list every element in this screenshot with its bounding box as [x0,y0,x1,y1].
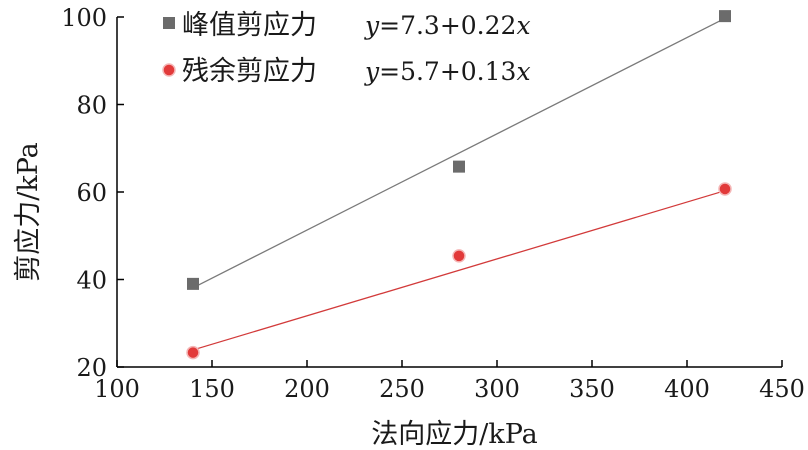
x-tick-label: 300 [474,375,520,403]
x-tick-label: 350 [569,375,615,403]
y-tick-label: 40 [76,267,107,295]
legend-marker-square [163,17,175,29]
data-point-circle [186,345,200,360]
data-point-circle [452,249,466,263]
equation-var-x: x [516,11,530,40]
x-tick-label: 200 [284,375,330,403]
legend-equation-residual: y=5.7+0.13x [364,57,531,86]
y-tick-label: 60 [76,179,107,207]
data-point-square [453,160,465,173]
y-tick-label: 20 [76,354,107,382]
legend-entry-residual: 残余剪应力 y=5.7+0.13x [162,56,531,87]
legend-label-residual: 残余剪应力 [182,56,317,87]
legend-equation-peak: y=7.3+0.22x [364,11,531,40]
data-point-circle [718,182,732,196]
y-tick-label: 80 [76,92,107,120]
equation-var-x: x [516,57,530,86]
legend-marker-circle [162,63,176,77]
legend-label-peak: 峰值剪应力 [182,10,317,41]
x-tick-label: 150 [189,375,235,403]
x-tick-label: 400 [664,375,710,403]
equation-body: =5.7+0.13 [379,57,516,86]
fit-line-peak [192,17,726,289]
data-point-square [719,10,731,23]
data-point-square [187,277,199,290]
y-tick-label: 100 [61,4,107,32]
x-tick-label: 100 [94,375,140,403]
equation-var-y: y [364,57,380,86]
y-axis-title: 剪应力/kPa [13,142,44,282]
equation-var-y: y [364,11,380,40]
x-tick-label: 450 [759,375,805,403]
data-markers [186,10,732,360]
legend: 峰值剪应力 y=7.3+0.22x 残余剪应力 y=5.7+0.13x [162,10,531,87]
fit-lines [192,17,726,351]
x-tick-label: 250 [379,375,425,403]
ticks: 100 150 200 250 300 350 400 450 20 40 60 80 100 [61,4,805,403]
legend-entry-peak: 峰值剪应力 y=7.3+0.22x [163,10,531,41]
x-axis-title: 法向应力/kPa [371,419,538,450]
fit-line-residual [192,190,726,351]
equation-body: =7.3+0.22 [379,11,516,40]
